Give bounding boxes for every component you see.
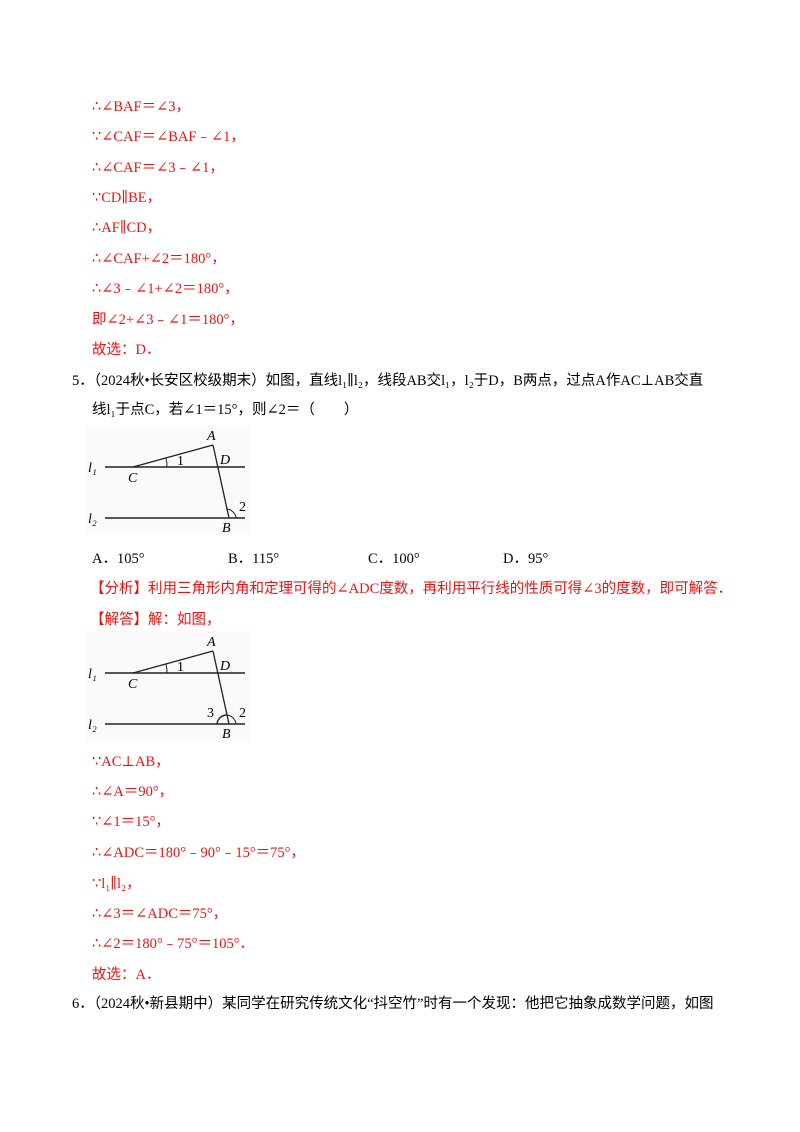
label-angle-3: 3 (207, 706, 214, 721)
solution-line: 故选：A． (92, 967, 161, 983)
option-a: A．105° (92, 551, 145, 567)
label-l2: l₂ (88, 512, 97, 527)
label-d: D (219, 659, 230, 674)
question-5-figure: l₁ l₂ A D C B 1 2 (86, 425, 250, 535)
solution-line: 故选：D． (92, 342, 161, 358)
solution-line: ∴AF∥CD， (92, 220, 162, 236)
label-angle-2: 2 (239, 500, 246, 515)
label-d: D (219, 453, 230, 468)
analysis: 【分析】利用三角形内角和定理可得的∠ADC度数，再利用平行线的性质可得∠3的度数… (90, 581, 733, 597)
solution-line: ∴∠3﹣∠1+∠2＝180°， (92, 281, 239, 297)
label-c: C (128, 677, 138, 692)
label-l2: l₂ (88, 718, 97, 733)
label-b: B (222, 727, 231, 741)
label-l1: l₁ (88, 461, 97, 476)
solution-line: ∵∠CAF＝∠BAF﹣∠1， (92, 129, 245, 145)
solution-line: ∴∠BAF＝∠3， (92, 99, 190, 115)
label-l1: l₁ (88, 667, 97, 682)
label-b: B (222, 521, 231, 535)
solution-line: ∵AC⊥AB， (92, 754, 170, 770)
question-6-line-1: 6．（2024秋•新县期中）某同学在研究传统文化“抖空竹”时有一个发现：他把它抽… (72, 996, 714, 1012)
solution-line: 即∠2+∠3﹣∠1＝180°， (92, 312, 244, 328)
label-angle-1: 1 (177, 660, 184, 675)
solution-line: ∴∠ADC＝180°﹣90°﹣15°＝75°， (92, 845, 305, 861)
solution-line: ∵l₁∥l₂， (92, 876, 141, 892)
solution-line: ∵CD∥BE， (92, 190, 162, 206)
solution-line: ∴∠2＝180°﹣75°＝105°． (92, 936, 255, 952)
option-b: B．115° (228, 551, 280, 567)
label-angle-1: 1 (177, 454, 184, 469)
option-c: C．100° (368, 551, 420, 567)
label-a: A (206, 635, 216, 650)
answer-heading: 【解答】解：如图， (90, 612, 221, 628)
solution-line: ∴∠CAF+∠2＝180°， (92, 251, 226, 267)
solution-line: ∴∠A＝90°， (92, 784, 174, 800)
label-c: C (128, 471, 138, 486)
solution-line: ∵∠1＝15°， (92, 814, 170, 830)
option-d: D．95° (503, 551, 549, 567)
answer-figure: l₁ l₂ A D C B 1 2 3 (86, 631, 250, 741)
question-5-line-1: 5．（2024秋•长安区校级期末）如图，直线l₁∥l₂，线段AB交l₁，l₂于D… (72, 373, 704, 389)
solution-line: ∴∠3＝∠ADC＝75°， (92, 906, 228, 922)
question-5-line-2: 线l₁于点C，若∠1＝15°，则∠2＝（ ） (92, 402, 359, 418)
solution-line: ∴∠CAF＝∠3﹣∠1， (92, 160, 224, 176)
label-a: A (206, 429, 216, 444)
label-angle-2: 2 (239, 706, 246, 721)
